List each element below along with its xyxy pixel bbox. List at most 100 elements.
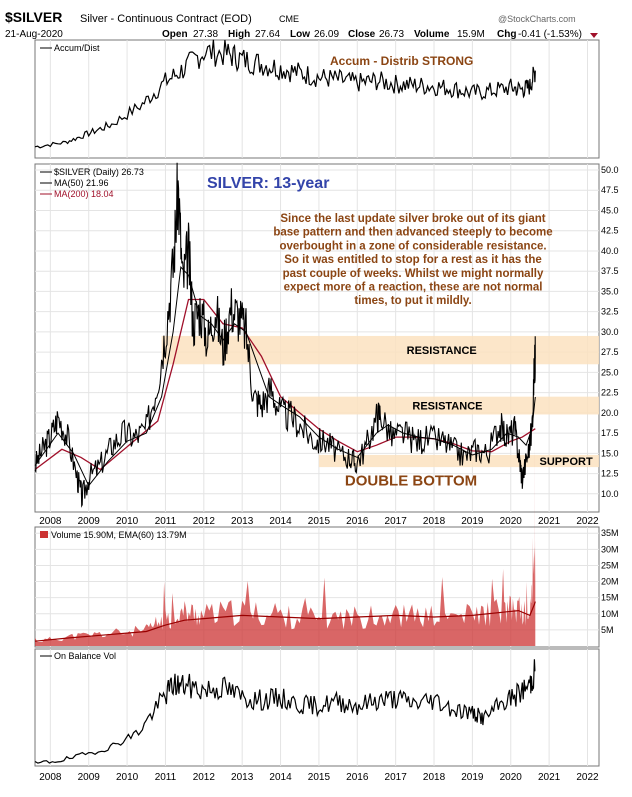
- y-tick-label: 10.0: [601, 489, 619, 499]
- x-tick-label: 2008: [39, 772, 62, 783]
- support-zone: [318, 454, 599, 468]
- y-tick-label: 15M: [601, 593, 619, 603]
- accum-dist-annotation: Accum - Distrib STRONG: [330, 54, 473, 68]
- low-value: 26.09: [314, 29, 339, 40]
- price-line: [34, 162, 536, 508]
- y-tick-label: 20M: [601, 577, 619, 587]
- volume-ema-line: [34, 601, 536, 642]
- volume-label: Volume: [414, 29, 450, 40]
- obv-legend: On Balance Vol: [54, 651, 116, 661]
- resistance-upper-zone: [161, 335, 599, 365]
- x-tick-label: 2015: [308, 516, 331, 527]
- y-tick-label: 45.0: [601, 205, 619, 215]
- y-tick-label: 47.5: [601, 185, 619, 195]
- symbol: $SILVER: [5, 9, 62, 25]
- volume-panel: 5M 10M 15M 20M 25M 30M 35M Volume 15.90M, EMA(…: [34, 431, 619, 648]
- commentary-line: overbought in a zone of considerable res…: [279, 240, 546, 252]
- price-x-axis: 2008 2009 2010 2011 2012 2013 2014 2015 2016 2017…: [39, 516, 599, 527]
- x-tick-label: 2014: [269, 772, 292, 783]
- x-tick-label: 2017: [385, 516, 408, 527]
- volume-y-axis: 5M 10M 15M 20M 25M 30M 35M: [601, 528, 619, 635]
- y-tick-label: 15.0: [601, 448, 619, 458]
- x-tick-label: 2017: [385, 772, 408, 783]
- chart-header: $SILVER Silver - Continuous Contract (EO…: [5, 9, 598, 40]
- x-tick-label: 2019: [461, 516, 484, 527]
- volume-legend-swatch: [40, 531, 48, 538]
- brand-logo: @StockCharts.com: [498, 14, 576, 24]
- low-label: Low: [290, 29, 310, 40]
- commentary-line: times, to put it mildly.: [354, 295, 471, 307]
- exchange: CME: [279, 14, 299, 24]
- y-tick-label: 42.5: [601, 226, 619, 236]
- x-tick-label: 2016: [346, 772, 369, 783]
- open-label: Open: [162, 29, 188, 40]
- volume-value: 15.9M: [457, 29, 485, 40]
- y-tick-label: 12.5: [601, 469, 619, 479]
- commentary-line: past couple of weeks. Whilst we might no…: [283, 268, 544, 280]
- y-tick-label: 30.0: [601, 327, 619, 337]
- ma50-line: [34, 265, 536, 487]
- accum-dist-panel: Accum/Dist Accum - Distrib STRONG: [34, 39, 600, 159]
- obv-line: [34, 659, 536, 764]
- x-tick-label: 2010: [116, 772, 139, 783]
- x-tick-label: 2018: [423, 516, 446, 527]
- commentary-line: base pattern and then advanced steeply t…: [273, 227, 552, 239]
- x-tick-label: 2021: [538, 772, 561, 783]
- instrument-description: Silver - Continuous Contract (EOD): [80, 13, 252, 25]
- volume-bars: [35, 431, 536, 646]
- y-tick-label: 20.0: [601, 408, 619, 418]
- y-tick-label: 22.5: [601, 388, 619, 398]
- accum-dist-line: [34, 39, 536, 149]
- commentary-line: Since the last update silver broke out o…: [280, 213, 545, 225]
- x-tick-label: 2008: [39, 516, 62, 527]
- y-tick-label: 37.5: [601, 266, 619, 276]
- x-tick-label: 2012: [193, 516, 216, 527]
- volume-grid: [35, 527, 599, 647]
- x-tick-label: 2013: [231, 772, 254, 783]
- accum-dist-legend: Accum/Dist: [54, 43, 100, 53]
- x-tick-label: 2011: [155, 772, 177, 783]
- obv-grid: [49, 649, 588, 766]
- commentary-text: Since the last update silver broke out o…: [273, 213, 552, 307]
- x-tick-label: 2009: [78, 516, 101, 527]
- y-tick-label: 10M: [601, 609, 619, 619]
- high-label: High: [228, 29, 250, 40]
- y-tick-label: 35M: [601, 528, 619, 538]
- price-y-axis: 10.0 12.5 15.0 17.5 20.0 22.5 25.0 27.5 30.0 32.5…: [601, 165, 619, 499]
- obv-x-axis: 2008 2009 2010 2011 2012 2013 2014 2015 2016 2017…: [39, 772, 599, 783]
- x-tick-label: 2022: [576, 772, 599, 783]
- high-value: 27.64: [255, 29, 280, 40]
- accum-dist-frame: [34, 39, 600, 159]
- x-tick-label: 2015: [308, 772, 331, 783]
- y-tick-label: 32.5: [601, 307, 619, 317]
- y-tick-label: 35.0: [601, 286, 619, 296]
- price-title: SILVER: 13-year: [207, 175, 329, 192]
- open-value: 27.38: [193, 29, 218, 40]
- x-tick-label: 2022: [576, 516, 599, 527]
- commentary-line: expect more of a reaction, these are not…: [284, 282, 543, 294]
- x-tick-label: 2014: [269, 516, 292, 527]
- y-tick-label: 40.0: [601, 246, 619, 256]
- double-bottom-label: DOUBLE BOTTOM: [345, 473, 477, 490]
- ma50-legend: MA(50) 21.96: [54, 178, 109, 188]
- x-tick-label: 2012: [193, 772, 216, 783]
- chg-value: -0.41 (-1.53%): [518, 29, 582, 40]
- x-tick-label: 2019: [461, 772, 484, 783]
- x-tick-label: 2018: [423, 772, 446, 783]
- ma200-legend: MA(200) 18.04: [54, 189, 114, 199]
- resistance-upper-label: RESISTANCE: [407, 345, 477, 357]
- y-tick-label: 5M: [601, 625, 614, 635]
- support-label: SUPPORT: [540, 456, 593, 468]
- obv-frame: [34, 648, 600, 767]
- y-tick-label: 25.0: [601, 367, 619, 377]
- resistance-lower-label: RESISTANCE: [412, 401, 482, 413]
- y-tick-label: 50.0: [601, 165, 619, 175]
- y-tick-label: 27.5: [601, 347, 619, 357]
- x-tick-label: 2010: [116, 516, 139, 527]
- x-tick-label: 2011: [155, 516, 177, 527]
- resistance-lower-zone: [288, 396, 599, 415]
- x-tick-label: 2013: [231, 516, 254, 527]
- close-label: Close: [348, 29, 376, 40]
- chg-label: Chg: [497, 29, 516, 40]
